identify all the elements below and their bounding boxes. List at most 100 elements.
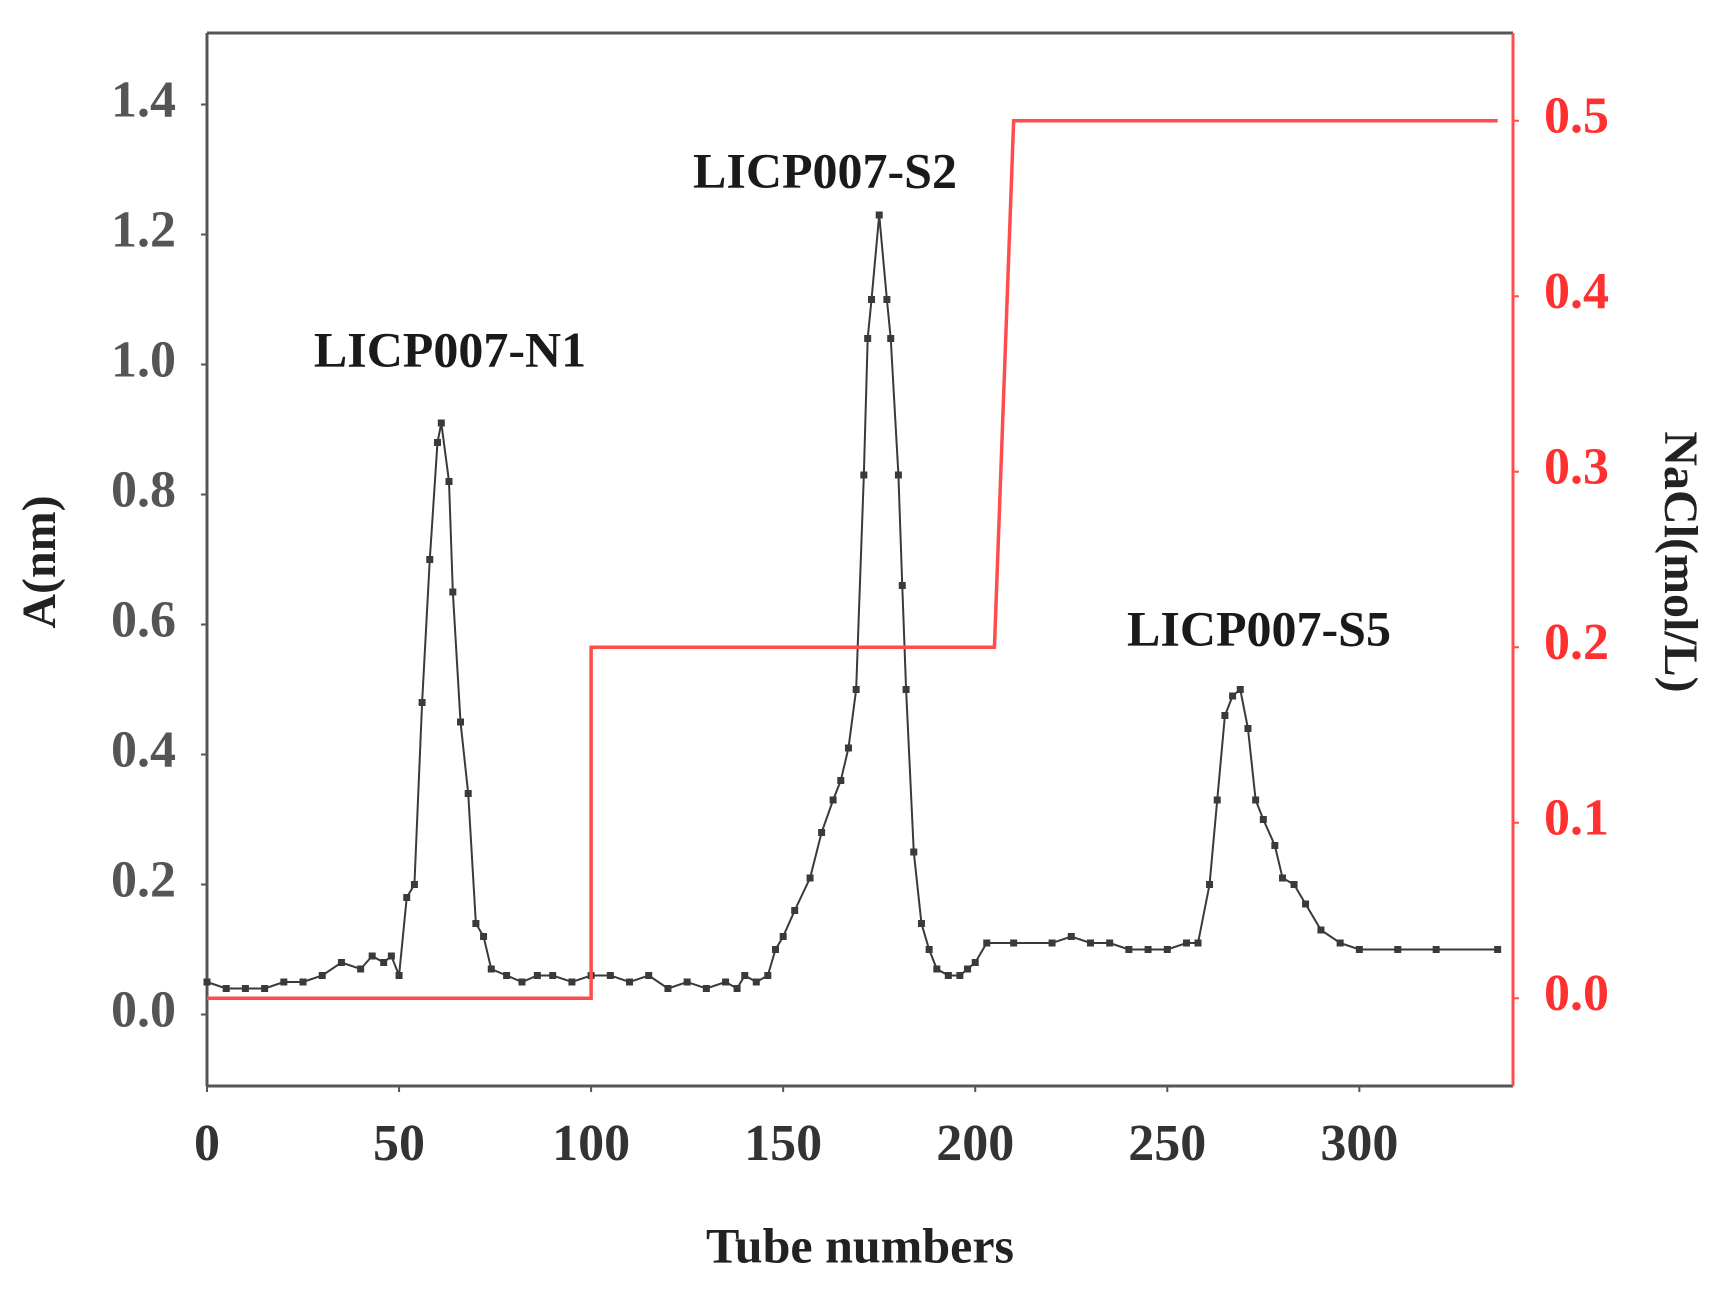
- data-point: [983, 939, 991, 947]
- data-point: [445, 478, 453, 485]
- data-point: [702, 985, 710, 992]
- data-point: [568, 978, 576, 986]
- data-point: [645, 972, 653, 979]
- data-point: [733, 985, 741, 992]
- data-point: [433, 439, 441, 446]
- data-point: [380, 959, 388, 966]
- data-point: [1279, 874, 1287, 882]
- y-axis-label: A(nm): [13, 495, 66, 628]
- data-point: [829, 796, 837, 804]
- y2-tick-label: 0.3: [1544, 439, 1609, 496]
- data-point: [1221, 712, 1229, 719]
- data-point: [1229, 692, 1237, 700]
- data-point: [1252, 796, 1260, 804]
- data-point: [883, 296, 891, 303]
- data-point: [464, 790, 472, 797]
- data-point: [357, 965, 365, 973]
- data-point: [1183, 939, 1190, 947]
- data-point: [860, 471, 868, 479]
- data-point: [318, 972, 326, 979]
- x-tick-label: 100: [552, 1115, 630, 1172]
- data-point: [1394, 946, 1402, 953]
- data-point: [887, 335, 895, 342]
- data-point: [1144, 946, 1152, 953]
- data-point: [1290, 881, 1298, 888]
- data-point: [791, 907, 799, 914]
- data-point: [410, 881, 418, 888]
- x-tick-label: 0: [194, 1115, 220, 1172]
- peak-annotation: LICP007-S5: [1127, 600, 1391, 656]
- data-point: [487, 965, 495, 973]
- data-point: [1194, 939, 1202, 947]
- peak-annotation: LICP007-N1: [314, 321, 586, 377]
- data-line: [206, 214, 1498, 990]
- data-point: [818, 829, 826, 836]
- x-axis-label: Tube numbers: [706, 1217, 1014, 1273]
- x-tick-label: 300: [1320, 1115, 1398, 1172]
- data-point: [752, 978, 760, 986]
- data-point: [368, 952, 376, 960]
- y-tick-label: 1.4: [111, 71, 176, 128]
- x-tick-label: 250: [1128, 1115, 1206, 1172]
- data-point: [944, 972, 952, 979]
- data-point: [395, 972, 403, 979]
- data-point: [1163, 946, 1171, 953]
- data-point: [925, 946, 933, 953]
- data-point: [875, 211, 883, 219]
- data-point: [764, 972, 772, 979]
- data-point: [1125, 946, 1133, 953]
- data-point: [337, 959, 345, 966]
- data-point: [779, 933, 787, 940]
- data-point: [472, 920, 480, 927]
- data-point: [910, 848, 918, 856]
- data-point: [203, 978, 211, 986]
- data-point: [606, 972, 614, 979]
- data-point: [626, 978, 634, 986]
- x-tick-label: 50: [373, 1115, 425, 1172]
- data-point: [1271, 842, 1279, 849]
- data-point: [933, 965, 941, 973]
- y2-axis-label: NaCl(mol/L): [1654, 431, 1707, 692]
- data-point: [902, 686, 910, 693]
- data-point: [964, 965, 972, 973]
- data-point: [664, 985, 672, 992]
- data-point: [894, 471, 902, 479]
- data-point: [418, 699, 426, 706]
- data-point: [868, 296, 876, 303]
- peak-annotation: LICP007-S2: [693, 142, 957, 198]
- y-tick-label: 0.0: [111, 981, 176, 1038]
- data-point: [1317, 926, 1325, 934]
- y-tick-label: 0.6: [111, 591, 176, 648]
- data-point: [387, 952, 395, 960]
- y-tick-label: 0.4: [111, 721, 176, 778]
- y-tick-label: 0.2: [111, 851, 176, 908]
- data-point: [806, 874, 814, 882]
- data-point: [403, 894, 411, 901]
- data-point: [280, 978, 288, 986]
- data-point: [241, 985, 249, 992]
- y2-tick-label: 0.2: [1544, 614, 1609, 671]
- data-point: [222, 985, 230, 992]
- data-point: [852, 686, 860, 693]
- data-point: [533, 972, 541, 979]
- data-point: [1494, 946, 1502, 953]
- y-tick-label: 0.8: [111, 461, 176, 518]
- data-point: [1336, 939, 1344, 947]
- data-point: [549, 972, 557, 979]
- data-point: [741, 972, 749, 979]
- data-point: [844, 744, 852, 752]
- data-point: [1236, 686, 1244, 693]
- data-point: [1086, 939, 1094, 947]
- data-point: [722, 978, 730, 986]
- x-tick-label: 150: [744, 1115, 822, 1172]
- y2-tick-label: 0.0: [1544, 965, 1609, 1022]
- data-point: [1259, 816, 1267, 823]
- data-line: [207, 119, 1498, 1000]
- data-point: [1106, 939, 1114, 947]
- data-point: [1067, 933, 1075, 940]
- data-point: [1244, 725, 1252, 732]
- y2-tick-label: 0.5: [1544, 88, 1609, 145]
- data-point: [837, 777, 845, 784]
- x-tick-label: 200: [936, 1115, 1014, 1172]
- data-point: [971, 959, 979, 966]
